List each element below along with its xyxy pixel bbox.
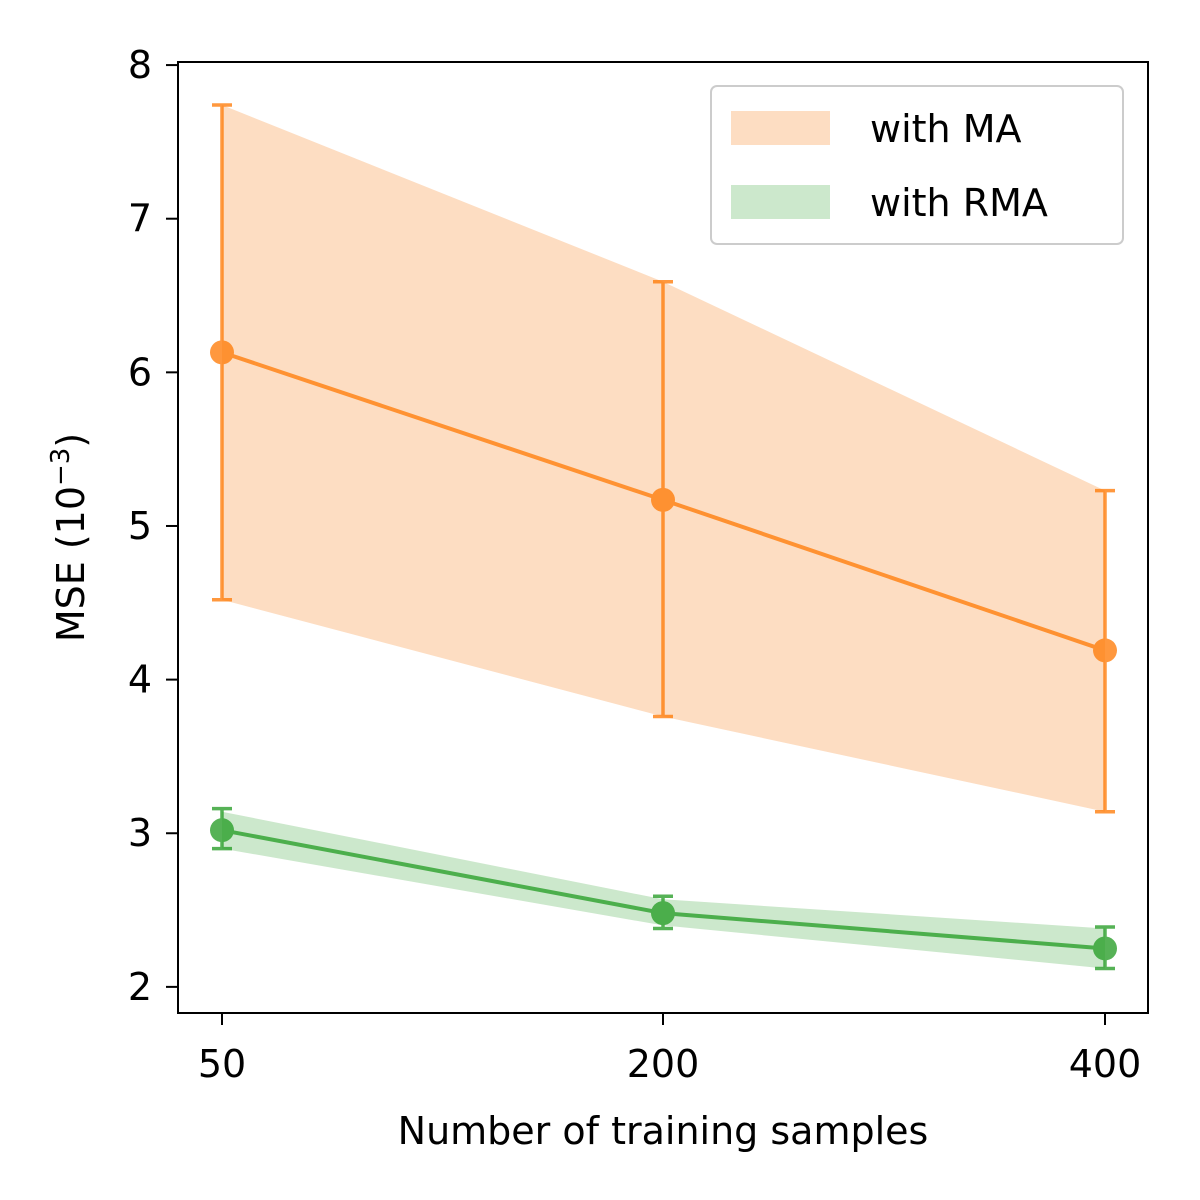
y-axis-label-main: MSE (10	[49, 486, 93, 642]
legend-swatch-with-ma	[731, 111, 830, 145]
y-axis: 2 3 4 5 6 7 8	[128, 43, 178, 1009]
y-axis-label: MSE (10−3)	[46, 433, 93, 642]
data-point-with-ma	[210, 340, 234, 365]
x-tick-label: 50	[198, 1042, 246, 1086]
y-tick-label: 8	[128, 43, 152, 87]
y-tick-label: 6	[128, 350, 152, 394]
x-axis-label: Number of training samples	[398, 1109, 929, 1153]
x-axis: 50 200 400	[198, 1013, 1141, 1086]
series-with-ma	[210, 103, 1117, 814]
y-tick-label: 2	[128, 965, 152, 1009]
data-point-with-ma	[1093, 638, 1117, 663]
data-point-with-rma	[1093, 936, 1117, 961]
data-point-with-rma	[210, 818, 234, 843]
legend-label-with-rma: with RMA	[870, 181, 1048, 225]
data-point-with-ma	[651, 487, 675, 512]
y-tick-label: 3	[128, 811, 152, 855]
legend-label-with-ma: with MA	[870, 107, 1021, 151]
y-axis-label-exponent: −3	[46, 448, 76, 486]
legend-swatch-with-rma	[731, 185, 830, 219]
x-tick-label: 200	[627, 1042, 700, 1086]
y-tick-label: 5	[128, 504, 152, 548]
series-layer	[210, 103, 1117, 971]
data-point-with-rma	[651, 901, 675, 926]
y-axis-label-close: )	[49, 433, 93, 448]
x-tick-label: 400	[1069, 1042, 1142, 1086]
y-tick-label: 4	[128, 658, 152, 702]
series-with-rma	[210, 806, 1117, 971]
y-tick-label: 7	[128, 197, 152, 241]
legend: with MA with RMA	[710, 85, 1124, 245]
